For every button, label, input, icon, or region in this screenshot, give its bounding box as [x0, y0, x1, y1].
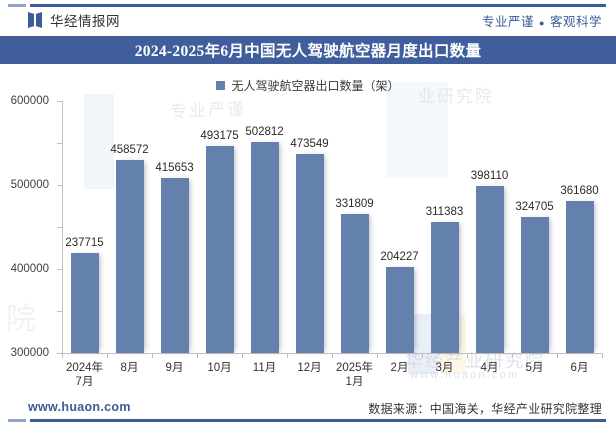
y-tick-label: 400000	[10, 263, 49, 275]
tagline-separator-icon: ●	[539, 17, 545, 28]
x-tick	[422, 353, 423, 358]
bar[interactable]	[160, 178, 189, 353]
bar-slot: 398110	[467, 101, 512, 353]
bar[interactable]	[295, 154, 324, 353]
x-tick	[332, 353, 333, 358]
x-tick	[557, 353, 558, 358]
x-category-label: 4月	[480, 362, 499, 374]
bar-value-label: 398110	[470, 169, 509, 182]
x-tick	[197, 353, 198, 358]
x-tick	[467, 353, 468, 358]
plot-area: 0 100000 200000 300000 400000 500000 600000 23…	[11, 95, 603, 388]
bar-value-label: 458572	[110, 144, 149, 157]
x-category-label: 11月	[252, 362, 277, 374]
header-tagline: 专业严谨 ● 客观科学	[482, 11, 602, 30]
y-tick: 400000	[11, 185, 62, 275]
legend-swatch	[216, 81, 226, 90]
y-tick-label: 300000	[10, 347, 49, 359]
bar-value-label: 361680	[560, 185, 599, 198]
bar-slot: 473549	[287, 101, 332, 353]
bar[interactable]	[340, 213, 369, 353]
footer-url[interactable]: www.huaon.com	[28, 400, 131, 414]
legend-label: 无人驾驶航空器出口数量（架）	[231, 79, 400, 93]
watermark-url: www.huaon.com	[410, 369, 520, 381]
bar-slot: 237715	[62, 101, 107, 353]
x-tick	[152, 353, 153, 358]
y-tick: 0	[57, 353, 62, 354]
y-tick: 500000	[11, 143, 62, 191]
bar[interactable]	[115, 160, 144, 353]
bar-value-label: 415653	[155, 162, 194, 175]
bar-slot: 502812	[242, 101, 287, 353]
x-tick	[602, 353, 603, 358]
bar[interactable]	[205, 145, 234, 353]
y-tick-label: 600000	[10, 95, 49, 107]
bar-value-label: 473549	[290, 138, 329, 151]
bar-value-label: 331809	[335, 197, 374, 210]
bar[interactable]	[430, 222, 459, 353]
x-category-label: 2024年 7月	[65, 362, 104, 388]
bar[interactable]	[385, 267, 414, 353]
tagline-right: 客观科学	[549, 15, 602, 29]
x-category-label: 6月	[570, 362, 589, 374]
bar[interactable]	[475, 185, 504, 353]
x-tick	[62, 353, 63, 358]
bar-slot: 331809	[332, 101, 377, 353]
x-tick	[107, 353, 108, 358]
x-category-label: 2月	[390, 362, 409, 374]
bar[interactable]	[565, 201, 594, 353]
bar-value-label: 204227	[380, 251, 419, 264]
footer-accent-rule	[8, 419, 606, 422]
bar-value-label: 324705	[515, 200, 554, 213]
bar-value-label: 493175	[200, 129, 239, 142]
tagline-left: 专业严谨	[482, 15, 535, 29]
x-tick	[242, 353, 243, 358]
y-axis	[62, 101, 63, 353]
y-tick: 600000	[11, 95, 62, 107]
bar-slot: 324705	[512, 101, 557, 353]
chart-title-band: 2024-2025年6月中国无人驾驶航空器月度出口数量	[0, 36, 616, 64]
bar-value-label: 502812	[245, 125, 284, 138]
x-category-label: 2025年 1月	[335, 362, 374, 388]
page-title: 2024-2025年6月中国无人驾驶航空器月度出口数量	[134, 43, 482, 60]
bar-slot: 361680	[557, 101, 602, 353]
x-category-label: 5月	[525, 362, 544, 374]
page-footer: www.huaon.com 数据来源：中国海关，华经产业研究院整理	[0, 390, 616, 429]
page-header: 华经情报网 专业严谨 ● 客观科学	[0, 7, 616, 34]
bar-slot: 204227	[377, 101, 422, 353]
bar-slot: 311383	[422, 101, 467, 353]
top-accent-rule	[8, 4, 606, 7]
bar-value-label: 311383	[425, 206, 464, 219]
bar-slot: 493175	[197, 101, 242, 353]
bar[interactable]	[520, 216, 549, 353]
brand: 华经情报网	[28, 10, 120, 30]
y-tick: 300000	[11, 227, 62, 359]
x-tick	[512, 353, 513, 358]
x-category-label: 12月	[297, 362, 322, 374]
bar-slot: 458572	[107, 101, 152, 353]
bar[interactable]	[250, 141, 279, 353]
bar-slot: 415653	[152, 101, 197, 353]
watermark-text: 院	[6, 303, 36, 336]
bar-value-label: 237715	[65, 237, 104, 250]
bar[interactable]	[70, 253, 99, 353]
brand-name: 华经情报网	[50, 14, 120, 29]
y-tick-label: 500000	[10, 179, 49, 191]
huaon-logo-icon	[28, 12, 43, 28]
x-tick	[287, 353, 288, 358]
footer-source: 数据来源：中国海关，华经产业研究院整理	[368, 402, 602, 416]
x-category-label: 10月	[207, 362, 232, 374]
y-tick: 200000	[57, 269, 62, 270]
x-category-label: 9月	[165, 362, 184, 374]
x-category-label: 8月	[120, 362, 139, 374]
chart-panel: 专业严谨 业研究院 华经产业研究院 www.huaon.com 院 无人驾驶航空…	[0, 64, 616, 390]
x-category-label: 3月	[435, 362, 454, 374]
x-tick	[377, 353, 378, 358]
chart-legend: 无人驾驶航空器出口数量（架）	[0, 77, 616, 94]
bar-series: 237715 458572 415653 493175 502812 473549 3318…	[62, 101, 602, 353]
y-tick: 100000	[57, 311, 62, 312]
